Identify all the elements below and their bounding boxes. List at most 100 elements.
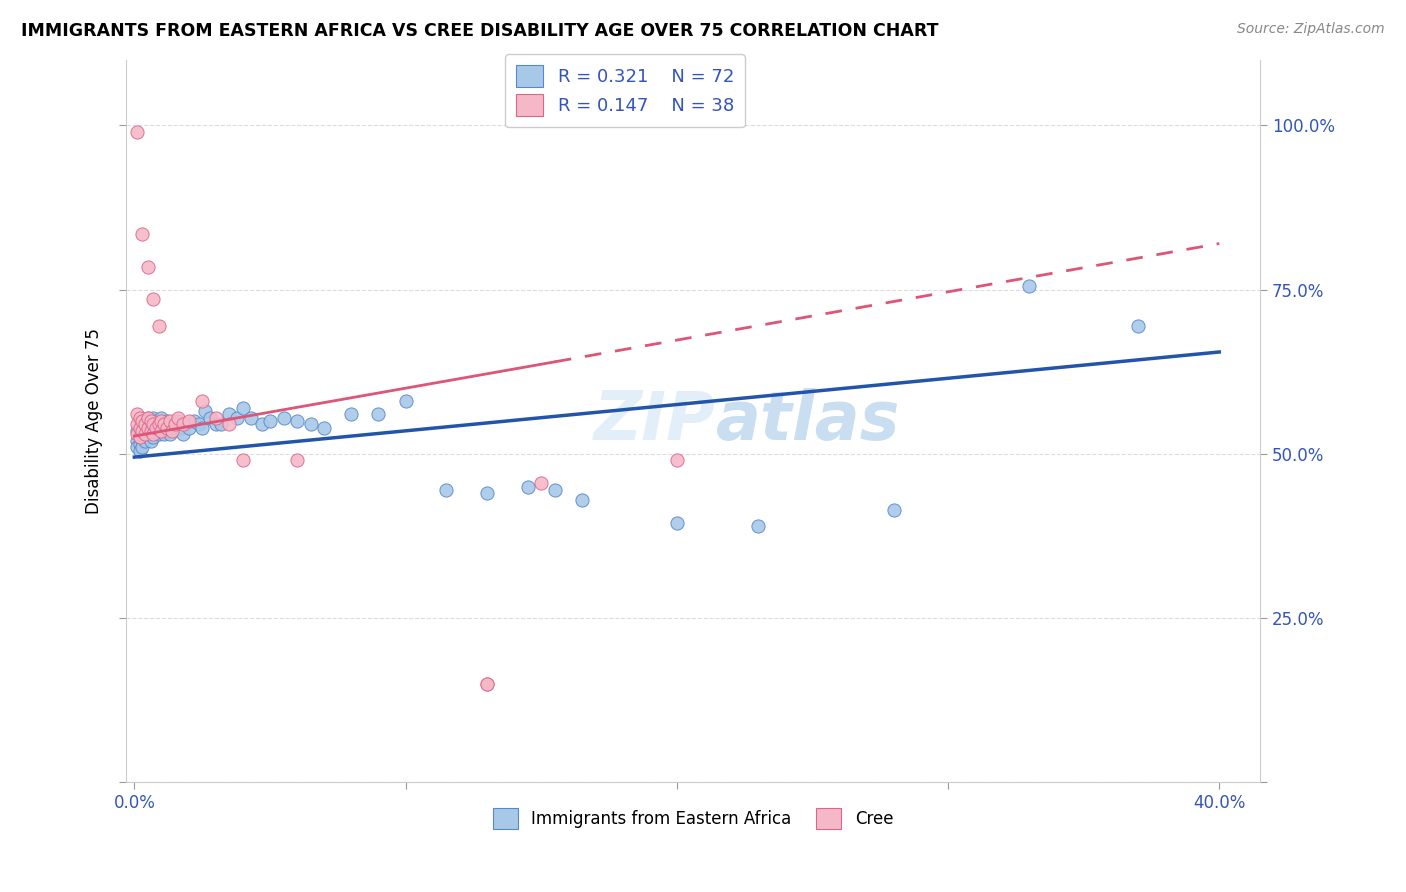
Point xyxy=(131,434,153,448)
Point xyxy=(142,417,165,432)
Point xyxy=(232,453,254,467)
Point xyxy=(148,318,170,333)
Point xyxy=(340,408,363,422)
Point xyxy=(394,394,416,409)
Point xyxy=(191,394,214,409)
Point xyxy=(174,417,197,432)
Point xyxy=(153,427,176,442)
Point xyxy=(367,408,389,422)
Point xyxy=(156,424,179,438)
Point xyxy=(665,516,688,530)
Point xyxy=(128,443,150,458)
Point xyxy=(136,420,159,434)
Point xyxy=(204,410,226,425)
Point xyxy=(434,483,457,497)
Point xyxy=(475,677,498,691)
Point xyxy=(177,420,200,434)
Point xyxy=(273,410,295,425)
Point xyxy=(134,427,156,442)
Point xyxy=(145,424,167,438)
Point xyxy=(1126,318,1149,333)
Point xyxy=(166,410,188,425)
Point xyxy=(530,476,553,491)
Point xyxy=(134,414,156,428)
Point xyxy=(131,427,153,442)
Point xyxy=(162,420,184,434)
Point xyxy=(131,424,153,438)
Point xyxy=(150,410,173,425)
Point xyxy=(125,125,148,139)
Point xyxy=(125,440,148,454)
Point xyxy=(285,453,308,467)
Text: ZIP: ZIP xyxy=(593,388,716,454)
Point xyxy=(166,414,188,428)
Point xyxy=(172,417,194,432)
Point xyxy=(128,437,150,451)
Point xyxy=(285,414,308,428)
Point xyxy=(475,486,498,500)
Point xyxy=(125,427,148,442)
Point xyxy=(232,401,254,415)
Point xyxy=(209,417,232,432)
Point xyxy=(139,414,162,428)
Point xyxy=(544,483,567,497)
Point xyxy=(571,492,593,507)
Point xyxy=(128,430,150,444)
Point xyxy=(139,434,162,448)
Point xyxy=(139,424,162,438)
Point xyxy=(131,440,153,454)
Point xyxy=(142,420,165,434)
Point xyxy=(142,427,165,442)
Point xyxy=(150,424,173,438)
Point xyxy=(218,417,240,432)
Point xyxy=(183,414,205,428)
Legend: Immigrants from Eastern Africa, Cree: Immigrants from Eastern Africa, Cree xyxy=(486,802,900,836)
Point xyxy=(134,424,156,438)
Point xyxy=(150,414,173,428)
Point xyxy=(240,410,263,425)
Point xyxy=(134,417,156,432)
Point xyxy=(128,430,150,444)
Point xyxy=(159,427,181,442)
Point xyxy=(128,410,150,425)
Point xyxy=(125,408,148,422)
Point xyxy=(516,480,538,494)
Point xyxy=(145,414,167,428)
Point xyxy=(163,417,186,432)
Point xyxy=(259,414,281,428)
Point xyxy=(142,410,165,425)
Point xyxy=(250,417,273,432)
Point xyxy=(134,434,156,448)
Point xyxy=(191,420,214,434)
Point xyxy=(136,420,159,434)
Point xyxy=(128,420,150,434)
Point xyxy=(299,417,322,432)
Point xyxy=(159,417,181,432)
Point xyxy=(156,414,179,428)
Point xyxy=(153,417,176,432)
Point xyxy=(163,417,186,432)
Point xyxy=(475,677,498,691)
Point xyxy=(148,417,170,432)
Point xyxy=(148,417,170,432)
Point xyxy=(142,293,165,307)
Point xyxy=(131,227,153,241)
Text: Source: ZipAtlas.com: Source: ZipAtlas.com xyxy=(1237,22,1385,37)
Point xyxy=(226,410,249,425)
Point xyxy=(131,417,153,432)
Point xyxy=(153,417,176,432)
Point xyxy=(136,430,159,444)
Point xyxy=(142,430,165,444)
Point xyxy=(139,414,162,428)
Text: atlas: atlas xyxy=(716,388,900,454)
Point xyxy=(128,420,150,434)
Point xyxy=(145,420,167,434)
Point xyxy=(156,420,179,434)
Point xyxy=(1018,279,1040,293)
Point xyxy=(188,417,211,432)
Point xyxy=(194,404,217,418)
Y-axis label: Disability Age Over 75: Disability Age Over 75 xyxy=(86,328,103,514)
Point xyxy=(136,410,159,425)
Point xyxy=(172,427,194,442)
Point xyxy=(218,408,240,422)
